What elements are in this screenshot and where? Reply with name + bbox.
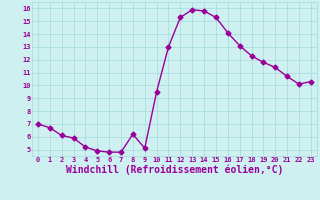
X-axis label: Windchill (Refroidissement éolien,°C): Windchill (Refroidissement éolien,°C) xyxy=(66,165,283,175)
